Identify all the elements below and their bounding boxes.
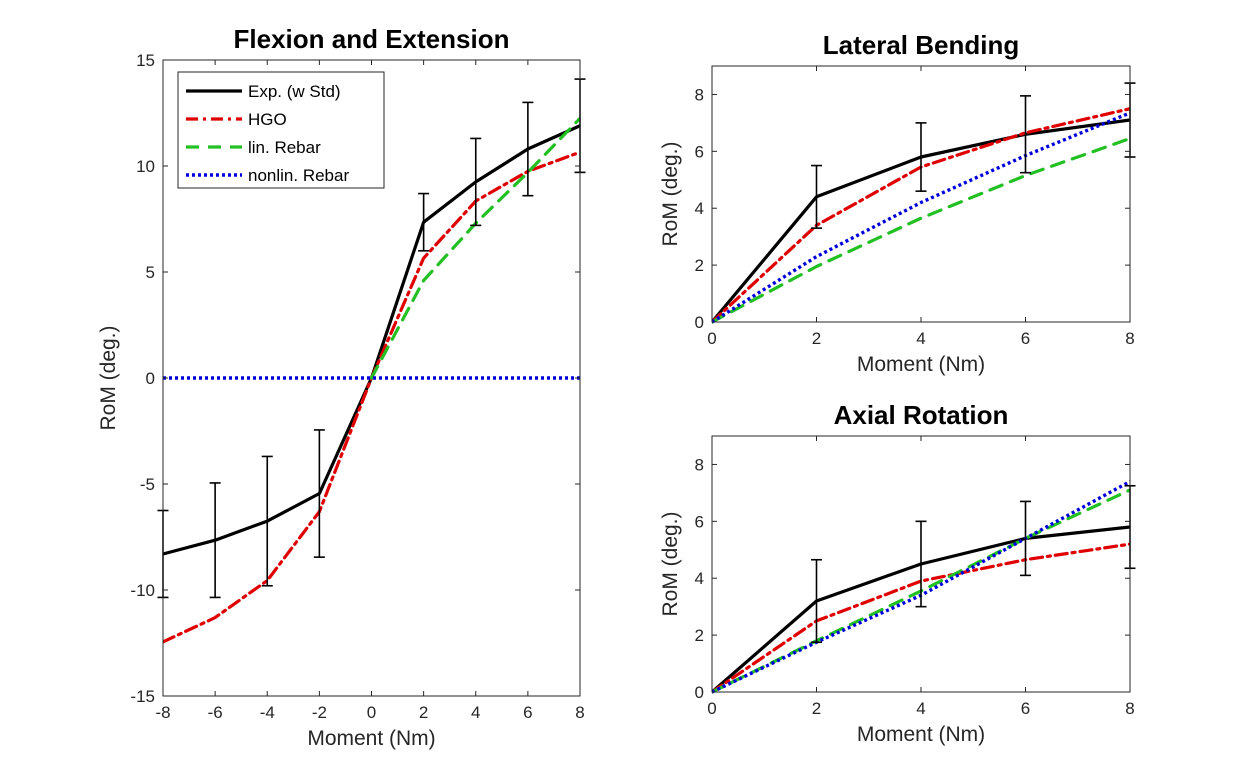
x-tick-label: -4	[260, 703, 275, 722]
y-tick-label: 10	[136, 157, 155, 176]
lateral-bending-chart: 0 2 4 6 8 0 2 4 6 8 Lateral Bending Moment (Nm) RoM …	[659, 30, 1136, 376]
y-tick-label: -15	[130, 687, 155, 706]
y-axis-label: RoM (deg.)	[659, 511, 682, 616]
x-tick-label: -2	[312, 703, 327, 722]
x-tick-label: 2	[419, 703, 428, 722]
y-axis-label: RoM (deg.)	[97, 325, 120, 430]
chart-title: Flexion and Extension	[234, 24, 510, 54]
x-tick-label: 8	[1125, 699, 1134, 718]
legend-label: lin. Rebar	[248, 138, 321, 157]
x-tick-label: 8	[575, 703, 584, 722]
x-tick-label: 2	[812, 329, 821, 348]
legend-label: HGO	[248, 110, 287, 129]
flexion-extension-chart: -8 -6 -4 -2 0 2 4 6 8 -15 -10 -5 0 5 10 15 Flexion and E…	[97, 24, 586, 750]
y-tick-label: 4	[695, 569, 704, 588]
x-tick-label: 6	[1021, 329, 1030, 348]
x-axis-label: Moment (Nm)	[307, 727, 435, 750]
x-tick-label: -6	[208, 703, 223, 722]
x-tick-label: 0	[367, 703, 376, 722]
y-tick-label: 15	[136, 51, 155, 70]
x-tick-label: 0	[707, 699, 716, 718]
series-line-nonlin-rebar	[712, 111, 1130, 324]
y-tick-label: 0	[146, 369, 155, 388]
chart-title: Axial Rotation	[834, 400, 1009, 430]
y-tick-label: 2	[695, 256, 704, 275]
x-axis-label: Moment (Nm)	[857, 353, 985, 376]
x-tick-label: 4	[471, 703, 480, 722]
legend-label: nonlin. Rebar	[248, 166, 349, 185]
chart-title: Lateral Bending	[823, 30, 1019, 60]
legend: Exp. (w Std) HGO lin. Rebar nonlin. Rebar	[177, 71, 385, 189]
y-axis-label: RoM (deg.)	[659, 141, 682, 246]
y-tick-label: 5	[146, 263, 155, 282]
x-tick-label: 4	[916, 329, 925, 348]
x-tick-label: 6	[1021, 699, 1030, 718]
y-tick-label: -5	[140, 475, 155, 494]
x-tick-label: 6	[523, 703, 532, 722]
x-tick-label: 2	[812, 699, 821, 718]
x-tick-label: 8	[1125, 329, 1134, 348]
x-tick-label: -8	[155, 703, 170, 722]
axial-rotation-chart: 0 2 4 6 8 0 2 4 6 8 Axial Rotation Moment (Nm) RoM (…	[659, 400, 1136, 746]
y-tick-label: 6	[695, 142, 704, 161]
y-tick-label: 0	[695, 313, 704, 332]
x-tick-label: 4	[916, 699, 925, 718]
series-line-lin-rebar	[712, 136, 1130, 324]
plot-area	[712, 66, 1130, 322]
y-tick-label: 8	[695, 455, 704, 474]
y-tick-label: -10	[130, 581, 155, 600]
y-tick-label: 4	[695, 199, 704, 218]
y-tick-label: 6	[695, 512, 704, 531]
y-tick-label: 2	[695, 626, 704, 645]
y-tick-label: 8	[695, 85, 704, 104]
y-tick-label: 0	[695, 683, 704, 702]
legend-label: Exp. (w Std)	[248, 82, 341, 101]
x-axis-label: Moment (Nm)	[857, 723, 985, 746]
x-tick-label: 0	[707, 329, 716, 348]
